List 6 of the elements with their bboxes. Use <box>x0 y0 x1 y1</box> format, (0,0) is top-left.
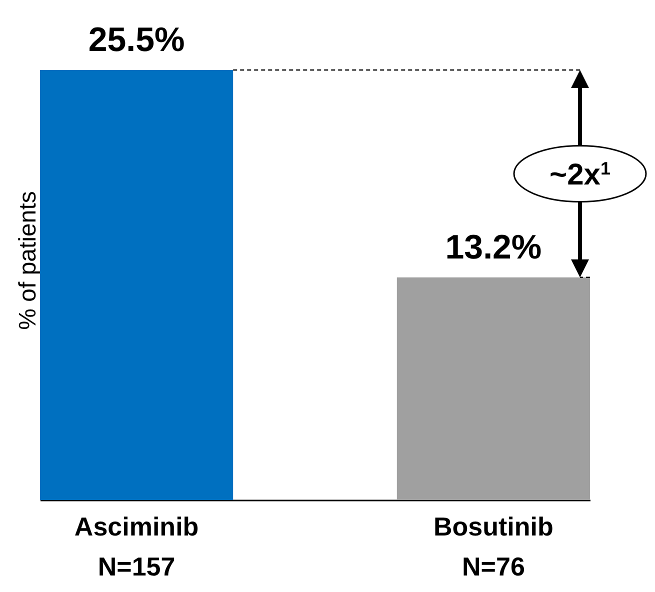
annotation: ~2x$^{1}$ <box>550 158 610 192</box>
x-tick-label: Bosutinib N=76 <box>434 512 554 582</box>
data-label: 13.2% <box>445 228 542 266</box>
data-label: 25.5% <box>88 21 185 59</box>
y-axis-title: % of patients <box>14 191 42 330</box>
x-tick-label: Asciminib N=157 <box>74 512 199 582</box>
